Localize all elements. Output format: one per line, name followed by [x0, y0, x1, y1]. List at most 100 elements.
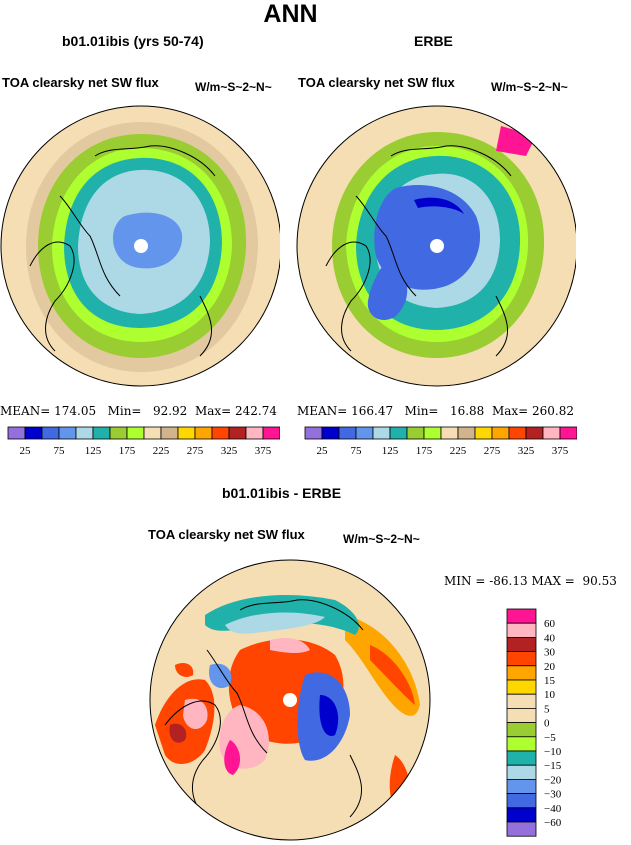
- panel2-colorbar-swatch: [389, 426, 408, 440]
- panel2-stats: MEAN= 166.47 Min= 16.88 Max= 260.82: [297, 404, 574, 418]
- panel2-colorbar-label: 75: [351, 445, 363, 456]
- diff-colorbar-label: 0: [544, 718, 550, 730]
- panel1-colorbar-label: 175: [119, 445, 136, 456]
- diff-colorbar-label: 60: [544, 618, 556, 630]
- panel1-colorbar-swatch: [92, 426, 111, 440]
- diff-min-value: -86.13: [489, 574, 528, 588]
- panel1-min-value: 92.92: [152, 404, 188, 418]
- panel2-colorbar: 25 75 125 175 225 275 325 375: [304, 426, 577, 456]
- diff-colorbar-swatch: [506, 708, 537, 724]
- page-title: ANN: [263, 0, 318, 28]
- panel2-colorbar-label: 175: [416, 445, 433, 456]
- panel1-colorbar-swatch: [109, 426, 128, 440]
- panel1-colorbar-swatch: [75, 426, 94, 440]
- panel1-colorbar-label: 75: [54, 445, 66, 456]
- diff-max-label: MAX =: [531, 574, 575, 588]
- panel1-stats: MEAN= 174.05 Min= 92.92 Max= 242.74: [0, 404, 277, 418]
- panel2-colorbar-swatch: [474, 426, 493, 440]
- panel2-colorbar-swatch: [355, 426, 374, 440]
- panel2-colorbar-swatch: [406, 426, 425, 440]
- panel2-colorbar-swatch: [559, 426, 577, 440]
- diff-colorbar-swatch: [506, 665, 537, 681]
- panel2-colorbar-swatch: [304, 426, 323, 440]
- panel2-units: W/m~S~2~N~: [491, 80, 568, 94]
- panel1-colorbar-swatch: [126, 426, 145, 440]
- panel2-colorbar-swatch: [491, 426, 510, 440]
- diff-colorbar-label: 10: [544, 689, 556, 701]
- panel2-colorbar-label: 275: [484, 445, 501, 456]
- panel1-colorbar-label: 25: [20, 445, 32, 456]
- panel2-colorbar-swatch: [440, 426, 459, 440]
- panel2-max-value: 260.82: [532, 404, 575, 418]
- diff-units: W/m~S~2~N~: [343, 532, 420, 546]
- panel2-colorbar-swatch: [525, 426, 544, 440]
- diff-colorbar-swatch: [506, 821, 537, 837]
- panel2-colorbar-label: 375: [552, 445, 569, 456]
- diff-colorbar: 60 40 30 20 15 10 5 0 −5 −10 −15 −20 −30 −40 −60: [506, 608, 562, 837]
- panel1-max-value: 242.74: [235, 404, 278, 418]
- panel1-colorbar-swatch: [143, 426, 162, 440]
- panel2-mean-value: 166.47: [351, 404, 394, 418]
- panel2-variable: TOA clearsky net SW flux: [298, 75, 455, 90]
- panel2-min-label: Min=: [404, 404, 439, 418]
- diff-colorbar-label: 40: [544, 632, 556, 644]
- diff-minmax: MIN = -86.13 MAX = 90.53: [444, 574, 617, 588]
- diff-colorbar-swatch: [506, 807, 537, 823]
- panel1-colorbar-label: 325: [221, 445, 238, 456]
- diff-colorbar-label: −60: [544, 817, 562, 829]
- panel2-mean-label: MEAN=: [297, 404, 348, 418]
- diff-colorbar-label: −15: [544, 760, 562, 772]
- panel1-variable: TOA clearsky net SW flux: [2, 75, 159, 90]
- panel1-polar-map: [0, 105, 280, 387]
- panel1-colorbar: 25 75 125 175 225 275 325 375: [7, 426, 280, 456]
- panel1-colorbar-swatch: [262, 426, 280, 440]
- panel1-colorbar-swatch: [58, 426, 77, 440]
- panel2-colorbar-swatch: [372, 426, 391, 440]
- diff-colorbar-label: 5: [544, 703, 550, 715]
- diff-colorbar-swatch: [506, 793, 537, 809]
- panel2-max-label: Max=: [491, 404, 529, 418]
- diff-colorbar-label: −20: [544, 774, 562, 786]
- panel2-colorbar-swatch: [542, 426, 561, 440]
- panel1-max-label: Max=: [194, 404, 232, 418]
- panel2-polar-map: [296, 105, 576, 387]
- panel2-colorbar-label: 325: [518, 445, 535, 456]
- diff-title: b01.01ibis - ERBE: [222, 485, 342, 501]
- panel1-colorbar-swatch: [177, 426, 196, 440]
- diff-colorbar-swatch: [506, 679, 537, 695]
- diff-colorbar-label: −40: [544, 803, 562, 815]
- panel1-colorbar-swatch: [24, 426, 43, 440]
- diff-colorbar-label: 20: [544, 661, 556, 673]
- panel2-min-value: 16.88: [449, 404, 485, 418]
- panel1-colorbar-label: 275: [187, 445, 204, 456]
- diff-colorbar-swatch: [506, 693, 537, 709]
- diff-colorbar-swatch: [506, 636, 537, 652]
- diff-colorbar-swatch: [506, 722, 537, 738]
- diff-colorbar-label: −10: [544, 746, 562, 758]
- panel1-min-label: Min=: [107, 404, 142, 418]
- panel1-colorbar-label: 375: [255, 445, 272, 456]
- panel2-colorbar-swatch: [508, 426, 527, 440]
- panel1-mean-value: 174.05: [54, 404, 97, 418]
- panel1-colorbar-swatch: [7, 426, 26, 440]
- diff-colorbar-label: 30: [544, 647, 556, 659]
- diff-colorbar-label: −5: [544, 732, 556, 744]
- panel1-colorbar-swatch: [211, 426, 230, 440]
- diff-colorbar-swatch: [506, 778, 537, 794]
- panel1-mean-label: MEAN=: [0, 404, 51, 418]
- panel1-colorbar-swatch: [41, 426, 60, 440]
- diff-colorbar-label: −30: [544, 789, 562, 801]
- panel1-colorbar-swatch: [228, 426, 247, 440]
- panel2-case-title: ERBE: [414, 33, 453, 49]
- panel2-colorbar-label: 125: [382, 445, 399, 456]
- panel2-colorbar-label: 25: [317, 445, 329, 456]
- diff-variable: TOA clearsky net SW flux: [148, 527, 305, 542]
- diff-colorbar-swatch: [506, 651, 537, 667]
- panel2-colorbar-label: 225: [450, 445, 467, 456]
- panel1-colorbar-label: 225: [153, 445, 170, 456]
- diff-colorbar-swatch: [506, 608, 537, 624]
- diff-colorbar-swatch: [506, 764, 537, 780]
- panel1-colorbar-swatch: [245, 426, 264, 440]
- diff-colorbar-label: 15: [544, 675, 556, 687]
- diff-polar-map: [149, 559, 431, 841]
